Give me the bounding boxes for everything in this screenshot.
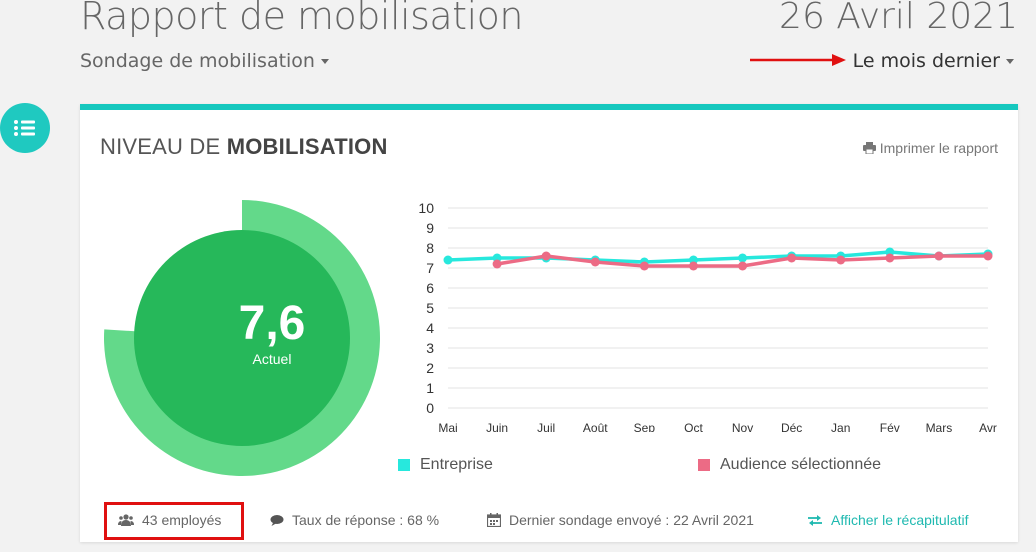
data-point-audience [934, 251, 944, 261]
response-rate-text: Taux de réponse : 68 % [292, 512, 440, 528]
x-tick-label: Mars [926, 421, 953, 432]
show-summary-link[interactable]: Afficher le récapitulatif [807, 512, 968, 528]
x-tick-label: Août [583, 421, 608, 432]
x-tick-label: Jan [831, 421, 850, 432]
mobilisation-line-chart: 0 1 2 3 4 5 6 7 8 9 10 Mai Juin Juil Août Sep Oct Nov Déc J… [418, 200, 997, 432]
x-tick-label: Mai [438, 421, 457, 432]
gauge-inner-circle [134, 230, 350, 446]
x-tick-label: Juil [537, 421, 555, 432]
employees-count: 43 employés [118, 512, 221, 528]
x-tick-label: Fév [880, 421, 900, 432]
data-point-audience [787, 253, 797, 263]
card-title-bold: MOBILISATION [226, 134, 388, 159]
survey-dropdown[interactable]: Sondage de mobilisation [80, 50, 329, 72]
x-tick-label: Avr [979, 421, 997, 432]
print-report-link[interactable]: Imprimer le rapport [862, 140, 998, 156]
x-tick-label: Sep [634, 421, 656, 432]
calendar-icon [487, 513, 501, 527]
y-tick-label: 0 [426, 400, 434, 416]
employees-highlight-box [104, 502, 244, 540]
show-summary-label: Afficher le récapitulatif [831, 512, 969, 528]
gauge-value: 7,6 [238, 297, 306, 350]
x-tick-label: Juin [486, 421, 508, 432]
legend-label-entreprise: Entreprise [420, 456, 493, 473]
y-tick-label: 10 [418, 200, 434, 216]
print-report-label: Imprimer le rapport [879, 140, 998, 156]
chevron-down-icon [1006, 59, 1014, 64]
x-tick-label: Déc [781, 421, 802, 432]
legend-entreprise[interactable]: Entreprise [398, 456, 493, 474]
data-point-audience [541, 251, 551, 261]
page-title: Rapport de mobilisation [80, 0, 523, 38]
y-tick-label: 5 [426, 300, 434, 316]
x-tick-label: Nov [732, 421, 753, 432]
legend-label-audience: Audience sélectionnée [720, 456, 882, 473]
legend-audience[interactable]: Audience sélectionnée [698, 456, 881, 474]
response-rate: Taux de réponse : 68 % [270, 512, 439, 528]
gauge-label: Actuel [252, 351, 292, 367]
data-point-audience [492, 259, 502, 269]
data-point-audience [590, 257, 600, 267]
data-point-entreprise [443, 255, 453, 265]
y-tick-label: 9 [426, 220, 434, 236]
red-arrow-annotation [750, 54, 846, 66]
legend-swatch-entreprise [398, 459, 410, 471]
y-tick-label: 3 [426, 340, 434, 356]
data-point-audience [639, 261, 649, 271]
data-point-entreprise [738, 253, 748, 263]
data-point-audience [836, 255, 846, 265]
exchange-arrows-icon [808, 515, 822, 526]
card-footer: 43 employés Taux de réponse : 68 % Derni… [80, 502, 1018, 542]
card-title-prefix: NIVEAU DE [100, 134, 227, 159]
printer-icon [862, 142, 876, 154]
chevron-down-icon [320, 59, 329, 64]
users-icon [118, 514, 134, 526]
y-tick-label: 6 [426, 280, 434, 296]
period-dropdown[interactable]: Le mois dernier [853, 50, 1014, 72]
comment-icon [270, 515, 284, 526]
employees-count-text: 43 employés [142, 512, 222, 528]
x-tick-label: Oct [684, 421, 703, 432]
period-dropdown-label: Le mois dernier [852, 50, 1000, 72]
legend-swatch-audience [698, 459, 710, 471]
data-point-audience [983, 251, 993, 261]
data-point-audience [688, 261, 698, 271]
data-point-audience [738, 261, 748, 271]
mobilisation-card: NIVEAU DE MOBILISATION Imprimer le rappo… [80, 104, 1018, 542]
card-title: NIVEAU DE MOBILISATION [100, 134, 388, 160]
y-tick-label: 1 [426, 380, 434, 396]
y-tick-label: 4 [426, 320, 434, 336]
mobilisation-gauge [103, 200, 380, 476]
list-icon [14, 120, 35, 136]
survey-dropdown-label: Sondage de mobilisation [80, 50, 315, 72]
y-tick-label: 2 [426, 360, 434, 376]
report-date: 26 Avril 2021 [779, 0, 1018, 37]
last-survey-sent: Dernier sondage envoyé : 22 Avril 2021 [487, 512, 754, 528]
y-tick-label: 8 [426, 240, 434, 256]
menu-list-button[interactable] [0, 103, 50, 153]
data-point-audience [885, 253, 895, 263]
y-tick-label: 7 [426, 260, 434, 276]
last-survey-text: Dernier sondage envoyé : 22 Avril 2021 [509, 512, 754, 528]
